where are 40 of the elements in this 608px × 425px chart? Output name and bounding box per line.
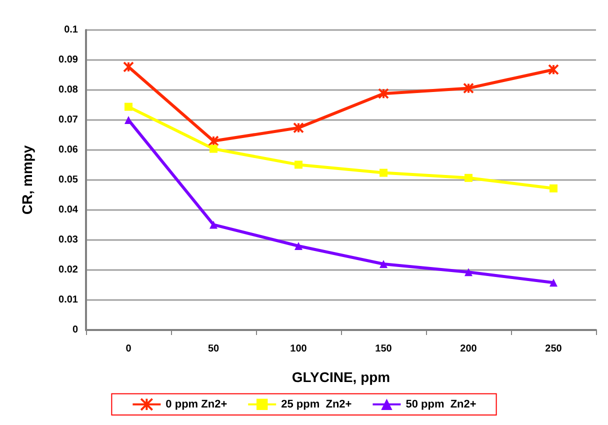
x-tick-label: 0 (126, 344, 132, 354)
x-tick-label: 200 (460, 344, 478, 354)
point (464, 268, 472, 276)
point (464, 174, 472, 182)
y-tick-label: 0.09 (58, 54, 78, 66)
x-tick-label: 250 (545, 344, 562, 354)
legend-label: 50 ppm Zn2+ (406, 398, 476, 410)
point (123, 61, 134, 72)
y-tick-label: 0.04 (58, 204, 78, 216)
point (548, 64, 559, 76)
point (124, 102, 132, 111)
point (293, 122, 304, 134)
point (208, 136, 219, 146)
y-tick-label: 0 (72, 324, 78, 336)
x-tick-label: 100 (290, 344, 308, 354)
point (550, 184, 558, 192)
point (210, 220, 218, 229)
y-tick-label: 0.05 (58, 174, 78, 186)
y-tick-label: 0.02 (58, 264, 78, 276)
x-axis-title: GLYCINE, ppm (292, 369, 390, 385)
x-tick-label: 50 (208, 344, 220, 354)
point (294, 160, 302, 169)
y-tick-label: 0.1 (64, 24, 78, 36)
point (380, 260, 388, 268)
x-tick-label: 150 (375, 344, 392, 354)
y-tick-label: 0.08 (58, 84, 78, 96)
legend-label: 25 ppm Zn2+ (281, 398, 352, 410)
point (378, 88, 389, 100)
y-tick-label: 0.06 (58, 144, 78, 156)
point (380, 168, 388, 177)
point (210, 144, 218, 153)
legend-label: 0 ppm Zn2+ (166, 398, 228, 410)
point (124, 116, 132, 124)
y-tick-label: 0.07 (58, 114, 78, 126)
point (294, 242, 302, 250)
y-tick-label: 0.01 (58, 294, 78, 306)
point (550, 278, 558, 287)
point (463, 82, 474, 94)
y-axis-title: CR, mmpy (19, 145, 35, 215)
y-tick-label: 0.03 (58, 234, 78, 246)
